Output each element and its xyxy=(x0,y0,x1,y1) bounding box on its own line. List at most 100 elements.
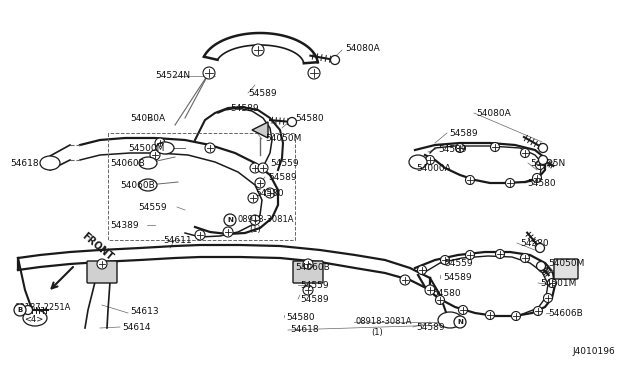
Text: 54559: 54559 xyxy=(138,202,166,212)
Circle shape xyxy=(532,173,541,183)
Text: 54589: 54589 xyxy=(248,89,276,97)
Circle shape xyxy=(456,144,465,153)
Text: 54614: 54614 xyxy=(122,323,150,331)
Circle shape xyxy=(454,316,466,328)
Circle shape xyxy=(538,155,547,164)
Text: 54580: 54580 xyxy=(295,113,324,122)
Text: 54060B: 54060B xyxy=(120,180,155,189)
Text: 54559: 54559 xyxy=(444,259,472,267)
FancyBboxPatch shape xyxy=(293,261,323,283)
Circle shape xyxy=(465,176,474,185)
Circle shape xyxy=(14,304,26,316)
Text: 54618: 54618 xyxy=(290,326,319,334)
Text: 54580: 54580 xyxy=(432,289,461,298)
Text: 54589: 54589 xyxy=(438,144,467,154)
Circle shape xyxy=(495,250,504,259)
Text: 54611: 54611 xyxy=(163,235,191,244)
Circle shape xyxy=(252,44,264,56)
Text: 54525N: 54525N xyxy=(530,158,565,167)
Circle shape xyxy=(486,311,495,320)
Circle shape xyxy=(490,142,499,151)
Circle shape xyxy=(224,214,236,226)
Text: 54000A: 54000A xyxy=(416,164,451,173)
Circle shape xyxy=(520,253,529,263)
Text: B: B xyxy=(17,307,22,313)
Circle shape xyxy=(534,307,543,315)
Circle shape xyxy=(458,305,467,314)
Polygon shape xyxy=(252,122,268,138)
Circle shape xyxy=(97,259,107,269)
Circle shape xyxy=(250,215,260,225)
Text: 08918-3081A: 08918-3081A xyxy=(356,317,413,327)
Text: 54050M: 54050M xyxy=(265,134,301,142)
Text: 54589: 54589 xyxy=(230,103,259,112)
Text: 54500M: 54500M xyxy=(128,144,164,153)
Circle shape xyxy=(400,275,410,285)
Circle shape xyxy=(506,179,515,187)
Text: 54559: 54559 xyxy=(300,280,328,289)
Ellipse shape xyxy=(23,310,47,326)
Text: 54580: 54580 xyxy=(255,189,284,198)
Circle shape xyxy=(258,163,268,173)
Text: 54618: 54618 xyxy=(10,158,38,167)
Circle shape xyxy=(195,230,205,240)
Ellipse shape xyxy=(156,142,174,154)
Ellipse shape xyxy=(40,156,60,170)
Ellipse shape xyxy=(139,179,157,191)
Text: 540B0A: 540B0A xyxy=(130,113,165,122)
Text: 54559: 54559 xyxy=(270,158,299,167)
Text: 54613: 54613 xyxy=(130,308,159,317)
Circle shape xyxy=(255,178,265,188)
Text: 08918-3081A: 08918-3081A xyxy=(238,215,294,224)
Text: 54080A: 54080A xyxy=(476,109,511,118)
Circle shape xyxy=(417,266,426,275)
Circle shape xyxy=(538,144,547,153)
Circle shape xyxy=(543,294,552,302)
Text: (1): (1) xyxy=(249,224,260,234)
Circle shape xyxy=(330,55,339,64)
Circle shape xyxy=(303,285,313,295)
Text: 08187-2251A: 08187-2251A xyxy=(14,304,70,312)
FancyBboxPatch shape xyxy=(87,261,117,283)
Text: 54589: 54589 xyxy=(300,295,328,304)
Text: 54589: 54589 xyxy=(416,323,445,331)
Text: 54606B: 54606B xyxy=(548,308,583,317)
Text: N: N xyxy=(457,319,463,325)
Circle shape xyxy=(536,262,545,270)
Circle shape xyxy=(248,193,258,203)
Text: 54589: 54589 xyxy=(449,128,477,138)
Ellipse shape xyxy=(139,157,157,169)
Circle shape xyxy=(426,155,435,164)
Text: 54589: 54589 xyxy=(443,273,472,282)
Text: 54060B: 54060B xyxy=(295,263,330,272)
Circle shape xyxy=(150,150,160,160)
Ellipse shape xyxy=(409,155,427,169)
Text: 54589: 54589 xyxy=(268,173,296,182)
Text: 54389: 54389 xyxy=(110,221,139,230)
Text: 54501M: 54501M xyxy=(540,279,577,288)
Circle shape xyxy=(536,160,545,170)
Circle shape xyxy=(308,67,320,79)
Text: (1): (1) xyxy=(371,327,383,337)
Circle shape xyxy=(547,279,557,288)
Circle shape xyxy=(203,67,215,79)
Circle shape xyxy=(265,188,275,198)
Text: 54580: 54580 xyxy=(520,238,548,247)
Text: 54050M: 54050M xyxy=(548,259,584,267)
Circle shape xyxy=(24,305,33,314)
Circle shape xyxy=(250,163,260,173)
Text: 54580: 54580 xyxy=(286,312,315,321)
Circle shape xyxy=(287,118,296,126)
Text: <4>: <4> xyxy=(24,314,44,324)
Text: 54580: 54580 xyxy=(527,179,556,187)
Circle shape xyxy=(440,256,449,264)
Text: 54524N: 54524N xyxy=(155,71,190,80)
Text: FRONT: FRONT xyxy=(80,230,115,262)
Circle shape xyxy=(205,143,215,153)
Ellipse shape xyxy=(438,312,462,328)
FancyBboxPatch shape xyxy=(554,259,578,279)
Circle shape xyxy=(223,227,233,237)
Text: 54080A: 54080A xyxy=(345,44,380,52)
Circle shape xyxy=(465,250,474,260)
Circle shape xyxy=(538,263,547,273)
